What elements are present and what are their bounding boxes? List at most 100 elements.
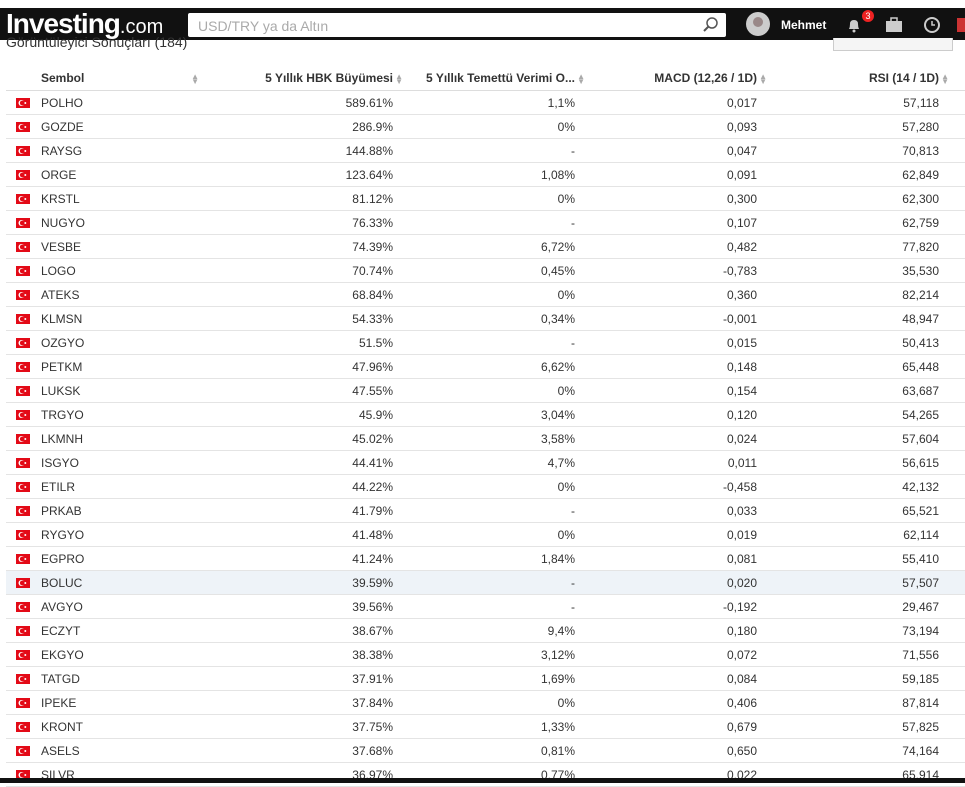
- symbol-cell[interactable]: TATGD: [41, 672, 80, 686]
- symbol-cell[interactable]: LUKSK: [41, 384, 81, 398]
- dropdown[interactable]: [833, 38, 953, 51]
- table-row[interactable]: TRGYO 45.9% 3,04% 0,120 54,265: [6, 403, 965, 427]
- avatar[interactable]: [745, 11, 771, 37]
- sort-icon[interactable]: ▲ ▼: [191, 72, 199, 86]
- portfolio-icon[interactable]: [885, 17, 903, 33]
- symbol-cell[interactable]: KLMSN: [41, 312, 83, 326]
- value-cell: 62,849: [902, 168, 939, 182]
- value-cell: 82,214: [902, 288, 939, 302]
- value-cell: 37.68%: [352, 744, 393, 758]
- value-cell: 38.38%: [352, 648, 393, 662]
- value-cell: 6,62%: [540, 360, 575, 374]
- column-header[interactable]: 5 Yıllık Temettü Verimi O... ▲ ▼: [426, 71, 585, 86]
- symbol-cell[interactable]: PRKAB: [41, 504, 82, 518]
- symbol-cell[interactable]: TRGYO: [41, 408, 84, 422]
- sort-icon[interactable]: ▲ ▼: [395, 72, 403, 86]
- symbol-cell[interactable]: RAYSG: [41, 144, 83, 158]
- symbol-cell[interactable]: EKGYO: [41, 648, 84, 662]
- value-cell: 63,687: [902, 384, 939, 398]
- flag: [16, 650, 30, 660]
- value-cell: 41.24%: [352, 552, 393, 566]
- table-row[interactable]: ATEKS 68.84% 0% 0,360 82,214: [6, 283, 965, 307]
- table-row[interactable]: LOGO 70.74% 0,45% -0,783 35,530: [6, 259, 965, 283]
- table-row[interactable]: POLHO 589.61% 1,1% 0,017 57,118: [6, 91, 965, 115]
- table-row[interactable]: NUGYO 76.33% - 0,107 62,759: [6, 211, 965, 235]
- flag-icon[interactable]: [957, 18, 965, 32]
- symbol-cell[interactable]: BOLUC: [41, 576, 83, 590]
- value-cell: 65,914: [902, 768, 939, 782]
- symbol-cell[interactable]: LKMNH: [41, 432, 84, 446]
- symbol-cell[interactable]: PETKM: [41, 360, 83, 374]
- flag: [16, 170, 30, 180]
- symbol-cell[interactable]: RYGYO: [41, 528, 85, 542]
- symbol-cell[interactable]: ASELS: [41, 744, 80, 758]
- table-row[interactable]: SILVR 36.97% 0,77% 0,022 65,914: [6, 763, 965, 787]
- search-icon[interactable]: [702, 16, 720, 34]
- table-row[interactable]: KRONT 37.75% 1,33% 0,679 57,825: [6, 715, 965, 739]
- table-row[interactable]: LUKSK 47.55% 0% 0,154 63,687: [6, 379, 965, 403]
- symbol-cell[interactable]: GOZDE: [41, 120, 84, 134]
- table-row[interactable]: RYGYO 41.48% 0% 0,019 62,114: [6, 523, 965, 547]
- table-row[interactable]: PRKAB 41.79% - 0,033 65,521: [6, 499, 965, 523]
- flag: [16, 746, 30, 756]
- column-header[interactable]: RSI (14 / 1D) ▲ ▼: [868, 71, 949, 86]
- logo-suffix[interactable]: .com: [119, 16, 164, 38]
- value-cell: 0,084: [726, 672, 757, 686]
- symbol-cell[interactable]: ORGE: [41, 168, 77, 182]
- table-row[interactable]: VESBE 74.39% 6,72% 0,482 77,820: [6, 235, 965, 259]
- table-row[interactable]: OZGYO 51.5% - 0,015 50,413: [6, 331, 965, 355]
- table-row[interactable]: TATGD 37.91% 1,69% 0,084 59,185: [6, 667, 965, 691]
- value-cell: 3,04%: [540, 408, 575, 422]
- table-row[interactable]: ORGE 123.64% 1,08% 0,091 62,849: [6, 163, 965, 187]
- symbol-cell[interactable]: NUGYO: [41, 216, 86, 230]
- logo[interactable]: Investing.com: [6, 9, 163, 42]
- user-name[interactable]: Mehmet: [781, 18, 827, 32]
- sort-icon[interactable]: ▲ ▼: [941, 72, 949, 86]
- symbol-cell[interactable]: ECZYT: [41, 624, 81, 638]
- table-row[interactable]: PETKM 47.96% 6,62% 0,148 65,448: [6, 355, 965, 379]
- table-row[interactable]: GOZDE 286.9% 0% 0,093 57,280: [6, 115, 965, 139]
- table-row[interactable]: KRSTL 81.12% 0% 0,300 62,300: [6, 187, 965, 211]
- logo-main[interactable]: Investing: [6, 8, 121, 39]
- table-row[interactable]: BOLUC 39.59% - 0,020 57,507: [6, 571, 965, 595]
- symbol-cell[interactable]: KRSTL: [41, 192, 80, 206]
- sort-icon[interactable]: ▲ ▼: [759, 72, 767, 86]
- search-box[interactable]: USD/TRY ya da Altın: [188, 13, 726, 37]
- table-row[interactable]: EGPRO 41.24% 1,84% 0,081 55,410: [6, 547, 965, 571]
- table-row[interactable]: ISGYO 44.41% 4,7% 0,011 56,615: [6, 451, 965, 475]
- sort-icon[interactable]: ▲ ▼: [577, 72, 585, 86]
- value-cell: 0%: [557, 480, 575, 494]
- symbol-cell[interactable]: OZGYO: [41, 336, 85, 350]
- value-cell: 37.75%: [352, 720, 393, 734]
- column-header[interactable]: Sembol ▲ ▼: [41, 71, 199, 86]
- column-header[interactable]: 5 Yıllık HBK Büyümesi ▲ ▼: [265, 71, 403, 86]
- column-header[interactable]: MACD (12,26 / 1D) ▲ ▼: [654, 71, 767, 86]
- table-row[interactable]: AVGYO 39.56% - -0,192 29,467: [6, 595, 965, 619]
- symbol-cell[interactable]: IPEKE: [41, 696, 77, 710]
- symbol-cell[interactable]: LOGO: [41, 264, 76, 278]
- symbol-cell[interactable]: KRONT: [41, 720, 83, 734]
- table-row[interactable]: EKGYO 38.38% 3,12% 0,072 71,556: [6, 643, 965, 667]
- symbol-cell[interactable]: SILVR: [41, 768, 75, 782]
- table-row[interactable]: ETILR 44.22% 0% -0,458 42,132: [6, 475, 965, 499]
- symbol-cell[interactable]: ETILR: [41, 480, 76, 494]
- symbol-cell[interactable]: AVGYO: [41, 600, 83, 614]
- symbol-cell[interactable]: EGPRO: [41, 552, 85, 566]
- bell-icon[interactable]: [846, 17, 862, 33]
- table-row[interactable]: KLMSN 54.33% 0,34% -0,001 48,947: [6, 307, 965, 331]
- notification-badge[interactable]: 3: [862, 10, 874, 22]
- value-cell: 0,107: [726, 216, 757, 230]
- value-cell: 44.22%: [352, 480, 393, 494]
- table-row[interactable]: ECZYT 38.67% 9,4% 0,180 73,194: [6, 619, 965, 643]
- symbol-cell[interactable]: POLHO: [41, 96, 84, 110]
- clock-icon[interactable]: [923, 16, 941, 34]
- table-row[interactable]: LKMNH 45.02% 3,58% 0,024 57,604: [6, 427, 965, 451]
- symbol-cell[interactable]: VESBE: [41, 240, 82, 254]
- symbol-cell[interactable]: ISGYO: [41, 456, 80, 470]
- table-row[interactable]: RAYSG 144.88% - 0,047 70,813: [6, 139, 965, 163]
- value-cell: 29,467: [902, 600, 939, 614]
- table-row[interactable]: ASELS 37.68% 0,81% 0,650 74,164: [6, 739, 965, 763]
- flag: [16, 290, 30, 300]
- table-row[interactable]: IPEKE 37.84% 0% 0,406 87,814: [6, 691, 965, 715]
- symbol-cell[interactable]: ATEKS: [41, 288, 80, 302]
